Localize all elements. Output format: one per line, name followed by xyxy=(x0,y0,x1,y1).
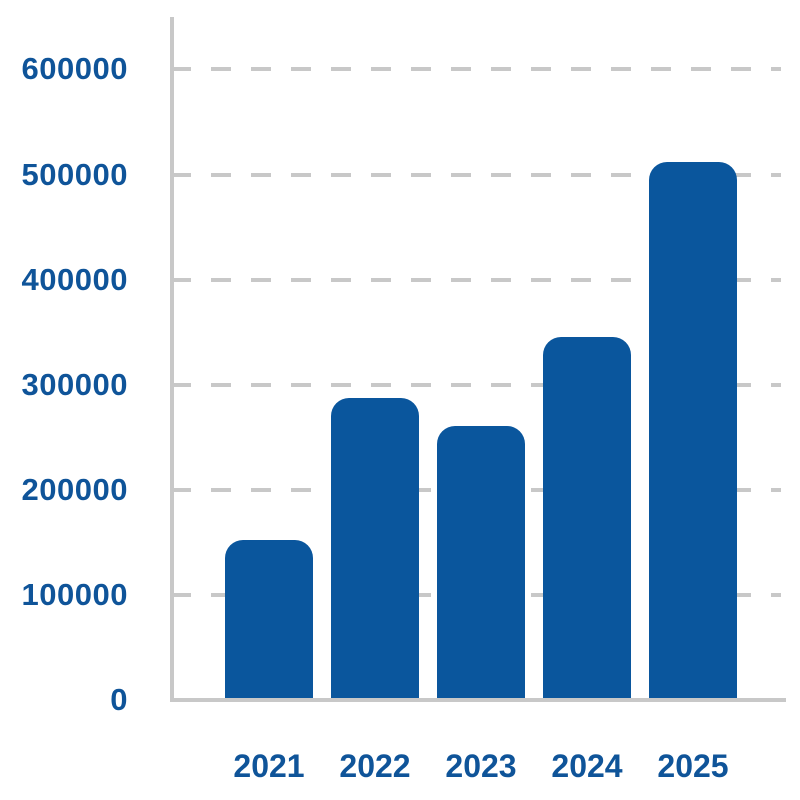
x-tick-label: 2023 xyxy=(445,748,517,784)
bar-2023 xyxy=(437,425,525,700)
bar-2024 xyxy=(543,337,631,700)
bar-2021 xyxy=(225,540,313,700)
y-tick-label: 200000 xyxy=(21,471,128,507)
bar-2025 xyxy=(649,161,737,700)
y-tick-label: 100000 xyxy=(21,576,128,612)
x-tick-label: 2024 xyxy=(551,748,623,784)
y-axis-line xyxy=(170,17,174,702)
y-tick-label: 600000 xyxy=(21,51,128,87)
gridline xyxy=(171,67,781,72)
y-tick-label: 0 xyxy=(110,682,128,717)
gridline xyxy=(171,382,781,387)
y-tick-label: 300000 xyxy=(21,366,128,402)
y-tick-label: 500000 xyxy=(21,156,128,192)
bar-2022 xyxy=(331,398,419,700)
x-tick-label: 2025 xyxy=(657,748,729,784)
x-axis-line xyxy=(170,698,786,702)
gridline xyxy=(171,172,781,177)
x-tick-label: 2021 xyxy=(233,748,305,784)
y-tick-label: 400000 xyxy=(21,261,128,297)
gridline xyxy=(171,277,781,282)
x-tick-label: 2022 xyxy=(339,748,411,784)
